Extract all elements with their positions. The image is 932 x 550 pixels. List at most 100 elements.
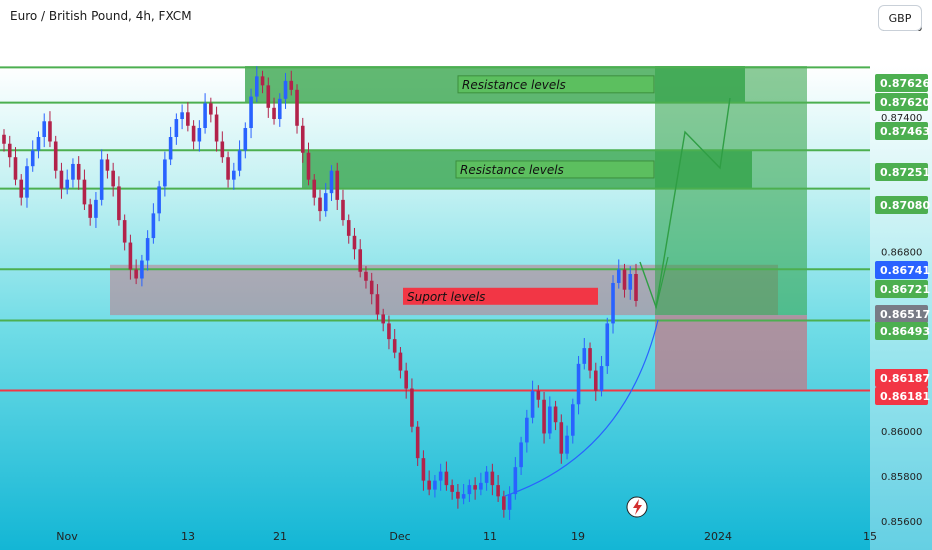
candle-body [410, 388, 414, 427]
candle-body [588, 348, 592, 371]
price-tag [875, 122, 928, 140]
price-tag [875, 387, 928, 405]
currency-button[interactable]: GBP [878, 5, 922, 31]
candle-body [312, 179, 317, 198]
candle-body [59, 170, 64, 189]
candle-body [48, 121, 52, 142]
candle-body [444, 471, 449, 486]
candle-body [634, 274, 638, 301]
candle-body [335, 170, 340, 200]
candle-body [82, 179, 87, 205]
candle-body [197, 128, 202, 142]
candle-body [318, 197, 322, 212]
y-tick-label: 0.86000 [881, 427, 922, 438]
price-tag-label: 0.86181 [880, 390, 930, 403]
zone-label: Resistance levels [462, 78, 566, 92]
candle-body [122, 220, 127, 243]
candle-body [99, 159, 104, 200]
y-tick-label: 0.86800 [881, 248, 922, 259]
candle-body [387, 323, 391, 340]
candle-body [19, 179, 24, 198]
candle-body [341, 199, 345, 221]
candle-body [507, 494, 512, 510]
target-area[interactable] [655, 66, 807, 316]
candle-body [616, 269, 621, 283]
stop-area[interactable] [655, 315, 807, 390]
price-tag [875, 369, 928, 387]
candle-body [358, 249, 363, 272]
candle-body [163, 159, 167, 187]
candle-body [369, 280, 374, 295]
zone-label-box [457, 75, 655, 94]
candle-body [479, 482, 483, 490]
candle-body [415, 426, 420, 459]
candle-body [467, 485, 472, 495]
price-tag-label: 0.87080 [880, 199, 930, 212]
candle-body [375, 294, 380, 315]
candle-body [548, 406, 552, 434]
price-tag [875, 305, 928, 323]
candle-body [145, 238, 150, 261]
candle-body [7, 143, 12, 158]
candle-body [220, 141, 225, 158]
x-tick-label: 21 [273, 530, 287, 543]
candle-body [323, 193, 328, 212]
price-tag [875, 163, 928, 181]
price-tag-label: 0.86493 [880, 325, 930, 338]
x-tick-label: 2024 [704, 530, 732, 543]
candle-body [151, 213, 156, 239]
lightning-icon[interactable] [626, 496, 648, 518]
candle-body [490, 471, 495, 486]
price-tag-label: 0.87251 [880, 166, 930, 179]
candle-body [42, 121, 47, 137]
candle-body [53, 141, 58, 171]
candle-body [611, 282, 615, 324]
candle-body [117, 186, 121, 221]
price-tag-label: 0.86741 [880, 264, 930, 277]
candle-body [180, 112, 184, 120]
candle-body [232, 170, 236, 180]
candle-body [25, 166, 29, 198]
candle-body [128, 242, 133, 270]
candle-body [536, 390, 541, 400]
candle-body [346, 220, 351, 236]
x-tick-label: 11 [483, 530, 497, 543]
candle-body [36, 137, 41, 151]
price-tag [875, 93, 928, 111]
price-tag-label: 0.86517 [880, 308, 930, 321]
candle-body [364, 271, 368, 281]
candle-body [461, 494, 466, 499]
candle-body [433, 480, 437, 490]
projection-stub [655, 256, 669, 309]
candle-body [174, 119, 179, 137]
candle-body [94, 199, 98, 218]
candle-body [13, 157, 18, 180]
x-tick-label: 19 [571, 530, 585, 543]
candle-body [450, 485, 454, 492]
candle-body [553, 406, 558, 423]
candle-body [88, 204, 92, 218]
price-tag-label: 0.87463 [880, 125, 930, 138]
price-tag-label: 0.86721 [880, 283, 930, 296]
candle-body [542, 399, 546, 434]
candle-body [2, 134, 6, 144]
time-axis [0, 522, 932, 550]
price-tag [875, 196, 928, 214]
candle-body [404, 370, 408, 389]
candle-body [255, 76, 259, 97]
candle-body [277, 98, 282, 120]
chart-title: Euro / British Pound, 4h, FXCM [10, 9, 192, 23]
candle-body [352, 235, 357, 250]
rounding-curve[interactable] [504, 319, 659, 497]
candle-body [140, 260, 144, 279]
candle-body [599, 366, 604, 391]
projection-path[interactable] [639, 97, 731, 310]
candle-body [329, 170, 334, 194]
x-tick-label: Nov [56, 530, 78, 543]
candle-body [398, 352, 403, 371]
candle-body [168, 137, 173, 160]
candle-body [105, 159, 110, 171]
y-tick-label: 0.85600 [881, 517, 922, 528]
